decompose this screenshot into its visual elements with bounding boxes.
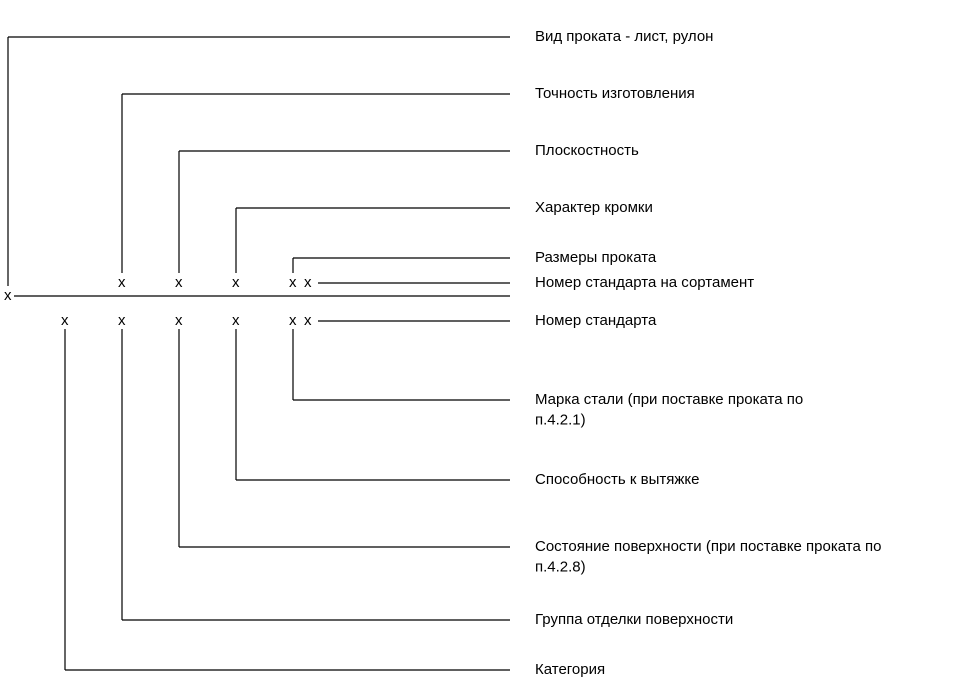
top-marker-4: x [289, 274, 297, 291]
bottom-marker-3: x [118, 312, 126, 329]
top-label-1: Точность изготовления [535, 85, 695, 102]
bottom-marker-4: x [61, 312, 69, 329]
bottom-marker-1: x [232, 312, 240, 329]
top-marker-4-b: x [304, 274, 312, 291]
top-label-3: Характер кромки [535, 199, 653, 216]
bottom-label-3: Группа отделки поверхности [535, 611, 733, 628]
bottom-label-1: Способность к вытяжке [535, 471, 699, 488]
bottom-marker-0: x [289, 312, 297, 329]
top-label-4: Размеры проката [535, 249, 657, 266]
bottom-marker-2: x [175, 312, 183, 329]
bottom-baseline-label: Номер стандарта [535, 312, 657, 329]
bottom-label-4: Категория [535, 661, 605, 678]
top-marker-1: x [118, 274, 126, 291]
top-label-0: Вид проката - лист, рулон [535, 28, 713, 45]
bottom-label-0: Марка стали (при поставке проката поп.4.… [535, 391, 803, 428]
top-label-2: Плоскостность [535, 142, 639, 159]
designation-scheme-diagram: xxxxxxНомер стандарта на сортаментВид пр… [0, 0, 978, 692]
bottom-marker-0-b: x [304, 312, 312, 329]
top-marker-3: x [232, 274, 240, 291]
top-baseline-label: Номер стандарта на сортамент [535, 274, 754, 291]
root-marker: x [4, 287, 12, 304]
bottom-label-2: Состояние поверхности (при поставке прок… [535, 538, 881, 575]
top-marker-2: x [175, 274, 183, 291]
